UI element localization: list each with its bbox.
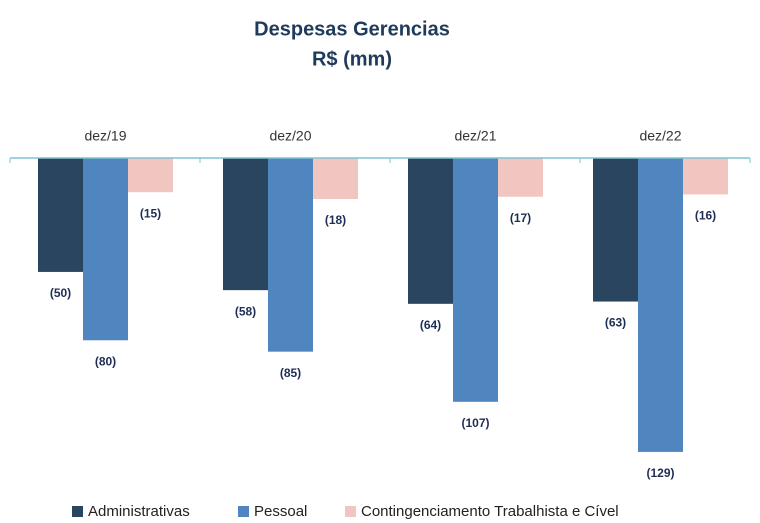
data-label: (16): [695, 209, 716, 223]
data-label: (58): [235, 304, 256, 318]
bar: [313, 158, 358, 200]
x-tick-label: dez/19: [84, 128, 126, 144]
chart-title: Despesas Gerencias: [254, 18, 450, 40]
data-label: (63): [605, 316, 626, 330]
axis-ticks: [9, 158, 751, 163]
data-label: (85): [280, 366, 301, 380]
data-label: (129): [646, 466, 674, 480]
data-label: (80): [95, 354, 116, 368]
bar: [128, 158, 173, 193]
legend-swatch: [345, 506, 356, 517]
data-label: (107): [461, 416, 489, 430]
legend-label: Pessoal: [254, 503, 307, 520]
data-label: (50): [50, 286, 71, 300]
legend-label: Contingenciamento Trabalhista e Cível: [361, 503, 619, 520]
chart-subtitle: R$ (mm): [312, 48, 392, 70]
bar: [683, 158, 728, 195]
x-tick-label: dez/22: [639, 128, 681, 144]
x-tick-label: dez/20: [269, 128, 311, 144]
data-label: (64): [420, 318, 441, 332]
bar: [408, 158, 453, 304]
bar: [83, 158, 128, 341]
bar: [593, 158, 638, 302]
data-label: (15): [140, 206, 161, 220]
bar: [638, 158, 683, 452]
data-label: (17): [510, 211, 531, 225]
legend-swatch: [72, 506, 83, 517]
legend-swatch: [238, 506, 249, 517]
bar: [453, 158, 498, 402]
x-tick-label: dez/21: [454, 128, 496, 144]
bar: [268, 158, 313, 352]
legend-label: Administrativas: [88, 503, 190, 520]
bar: [223, 158, 268, 291]
data-label: (18): [325, 213, 346, 227]
bar: [498, 158, 543, 197]
bar: [38, 158, 83, 272]
